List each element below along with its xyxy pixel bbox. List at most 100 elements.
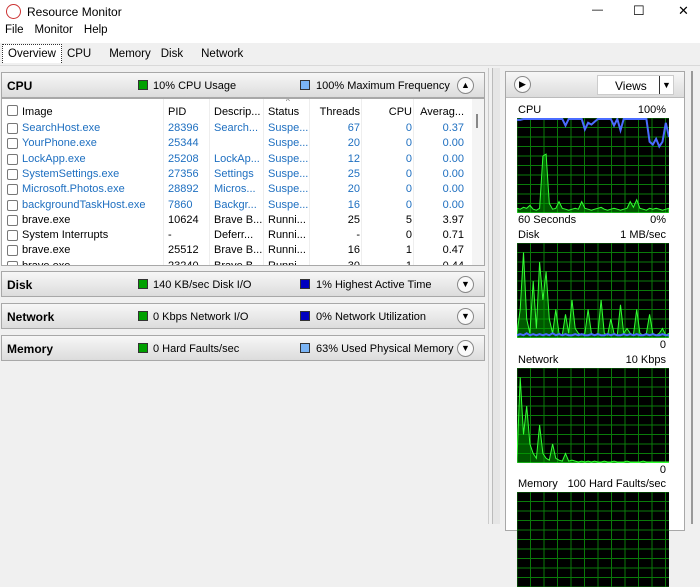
cell-desc: LockAp... — [214, 152, 260, 165]
tab-memory[interactable]: Memory — [109, 48, 151, 60]
cell-cpu: 0 — [405, 198, 412, 211]
table-row[interactable]: brave.exe 10624 Brave B... Runni... 25 5 3.97 — [2, 213, 472, 228]
used-memory-swatch — [300, 343, 310, 353]
cell-avg: 0.00 — [442, 183, 464, 196]
cell-threads: 25 — [347, 213, 360, 226]
column-header-status[interactable]: Status — [268, 106, 300, 118]
row-checkbox[interactable] — [7, 245, 18, 257]
cell-cpu: 0 — [405, 122, 412, 134]
row-checkbox[interactable] — [7, 260, 18, 265]
cell-threads: 12 — [347, 152, 360, 165]
cpu-graph-footer-left: 60 Seconds — [518, 214, 577, 226]
tab-disk[interactable]: Disk — [160, 48, 184, 60]
expand-chevron-icon[interactable]: ▼ — [457, 276, 474, 293]
network-section-title: Network — [7, 310, 55, 324]
row-checkbox[interactable] — [7, 168, 18, 180]
column-header-avg[interactable]: Averag... — [420, 106, 464, 118]
cell-status: Suspe... — [268, 198, 309, 211]
row-checkbox[interactable] — [7, 230, 18, 242]
table-row[interactable]: backgroundTaskHost.exe 7860 Backgr... Suspe… — [2, 198, 472, 213]
cell-avg: 0.44 — [442, 259, 464, 266]
cell-desc: Backgr... — [214, 198, 257, 211]
cell-image: YourPhone.exe — [22, 137, 97, 150]
cell-avg: 0.37 — [442, 122, 464, 134]
right-scrollbar[interactable] — [688, 71, 698, 524]
table-row[interactable]: Microsoft.Photos.exe 28892 Micros... Suspe.… — [2, 182, 472, 197]
cell-desc: Deferr... — [214, 229, 254, 242]
disk-io-stat: 140 KB/sec Disk I/O — [153, 279, 252, 291]
cell-cpu: 1 — [405, 259, 412, 266]
scrollbar-thumb[interactable] — [691, 71, 693, 524]
select-all-checkbox[interactable] — [7, 105, 18, 116]
memory-graph-max: 100 Hard Faults/sec — [567, 478, 666, 490]
menu-bar: File Monitor Help — [0, 24, 700, 43]
cell-desc: Brave B... — [214, 259, 263, 266]
minimize-button[interactable]: — — [592, 4, 603, 16]
maximize-button[interactable]: ☐ — [633, 3, 645, 18]
menu-help[interactable]: Help — [83, 24, 108, 36]
hard-faults-swatch — [138, 343, 148, 353]
cell-cpu: 0 — [405, 183, 412, 196]
row-checkbox[interactable] — [7, 199, 18, 211]
column-header-cpu[interactable]: CPU — [388, 106, 412, 118]
splitter[interactable] — [488, 68, 502, 524]
column-header-pid[interactable]: PID — [168, 106, 187, 118]
column-header-image[interactable]: Image — [22, 106, 53, 118]
table-row[interactable]: YourPhone.exe 25344 Suspe... 20 0 0.00 — [2, 136, 472, 151]
cpu-section-header[interactable]: CPU 10% CPU Usage 100% Maximum Frequency… — [1, 72, 485, 98]
row-checkbox[interactable] — [7, 214, 18, 226]
column-header-threads[interactable]: Threads — [319, 106, 360, 118]
cell-image: brave.exe — [22, 259, 71, 266]
green-series-line — [517, 377, 669, 463]
table-scrollbar[interactable] — [472, 99, 484, 265]
table-row[interactable]: LockApp.exe 25208 LockAp... Suspe... 12 0 0.00 — [2, 152, 472, 167]
cpu-graph — [517, 118, 669, 213]
column-header-desc[interactable]: Descrip... — [214, 106, 261, 118]
views-dropdown[interactable]: Views ▼ — [597, 75, 674, 95]
memory-section-title: Memory — [7, 342, 54, 356]
cell-pid: 25344 — [168, 137, 199, 150]
network-section-header[interactable]: Network 0 Kbps Network I/O 0% Network Ut… — [1, 303, 485, 329]
left-scrollbar-thumb[interactable] — [492, 68, 500, 524]
tab-cpu[interactable]: CPU — [66, 48, 92, 60]
table-row[interactable]: SearchHost.exe 28396 Search... Suspe... 67 0 0… — [2, 121, 472, 136]
close-button[interactable]: ✕ — [678, 3, 689, 18]
column-divider — [309, 99, 310, 265]
cell-status: Runni... — [268, 213, 306, 226]
hard-faults-stat: 0 Hard Faults/sec — [153, 343, 240, 355]
tab-network[interactable]: Network — [201, 48, 244, 60]
cell-threads: 30 — [347, 259, 360, 266]
table-row[interactable]: brave.exe 23240 Brave B... Runni... 30 1 0.44 — [2, 259, 472, 266]
table-row[interactable]: SystemSettings.exe 27356 Settings Suspe... 2… — [2, 167, 472, 182]
row-checkbox[interactable] — [7, 153, 18, 165]
memory-section-header[interactable]: Memory 0 Hard Faults/sec 63% Used Physic… — [1, 335, 485, 361]
blue-series-line — [517, 332, 669, 337]
cell-pid: 7860 — [168, 198, 193, 211]
menu-monitor[interactable]: Monitor — [34, 24, 73, 36]
cpu-usage-stat: 10% CPU Usage — [153, 80, 237, 92]
expand-right-icon[interactable]: ▶ — [514, 76, 531, 93]
cell-image: brave.exe — [22, 244, 71, 257]
scrollbar-thumb[interactable] — [476, 114, 478, 128]
blue-series-line — [517, 118, 669, 149]
cell-desc: Brave B... — [214, 244, 263, 257]
disk-section-header[interactable]: Disk 140 KB/sec Disk I/O 1% Highest Acti… — [1, 271, 485, 297]
column-divider — [163, 99, 164, 265]
cell-threads: 16 — [347, 198, 360, 211]
expand-chevron-icon[interactable]: ▼ — [457, 308, 474, 325]
cell-cpu: 5 — [405, 213, 412, 226]
row-checkbox[interactable] — [7, 138, 18, 150]
green-series-line — [517, 252, 669, 338]
table-row[interactable]: System Interrupts - Deferr... Runni... - 0 0.7… — [2, 228, 472, 243]
row-checkbox[interactable] — [7, 184, 18, 196]
table-row[interactable]: brave.exe 25512 Brave B... Runni... 16 1 0.47 — [2, 243, 472, 258]
menu-file[interactable]: File — [5, 24, 24, 36]
cell-status: Suspe... — [268, 167, 309, 180]
expand-chevron-icon[interactable]: ▼ — [457, 340, 474, 357]
cpu-graph-footer-right: 0% — [650, 214, 666, 226]
active-time-stat: 1% Highest Active Time — [316, 279, 432, 291]
tab-overview[interactable]: Overview — [2, 44, 62, 63]
collapse-chevron-icon[interactable]: ▲ — [457, 77, 474, 94]
memory-graph-label: Memory — [518, 478, 558, 490]
row-checkbox[interactable] — [7, 123, 18, 134]
